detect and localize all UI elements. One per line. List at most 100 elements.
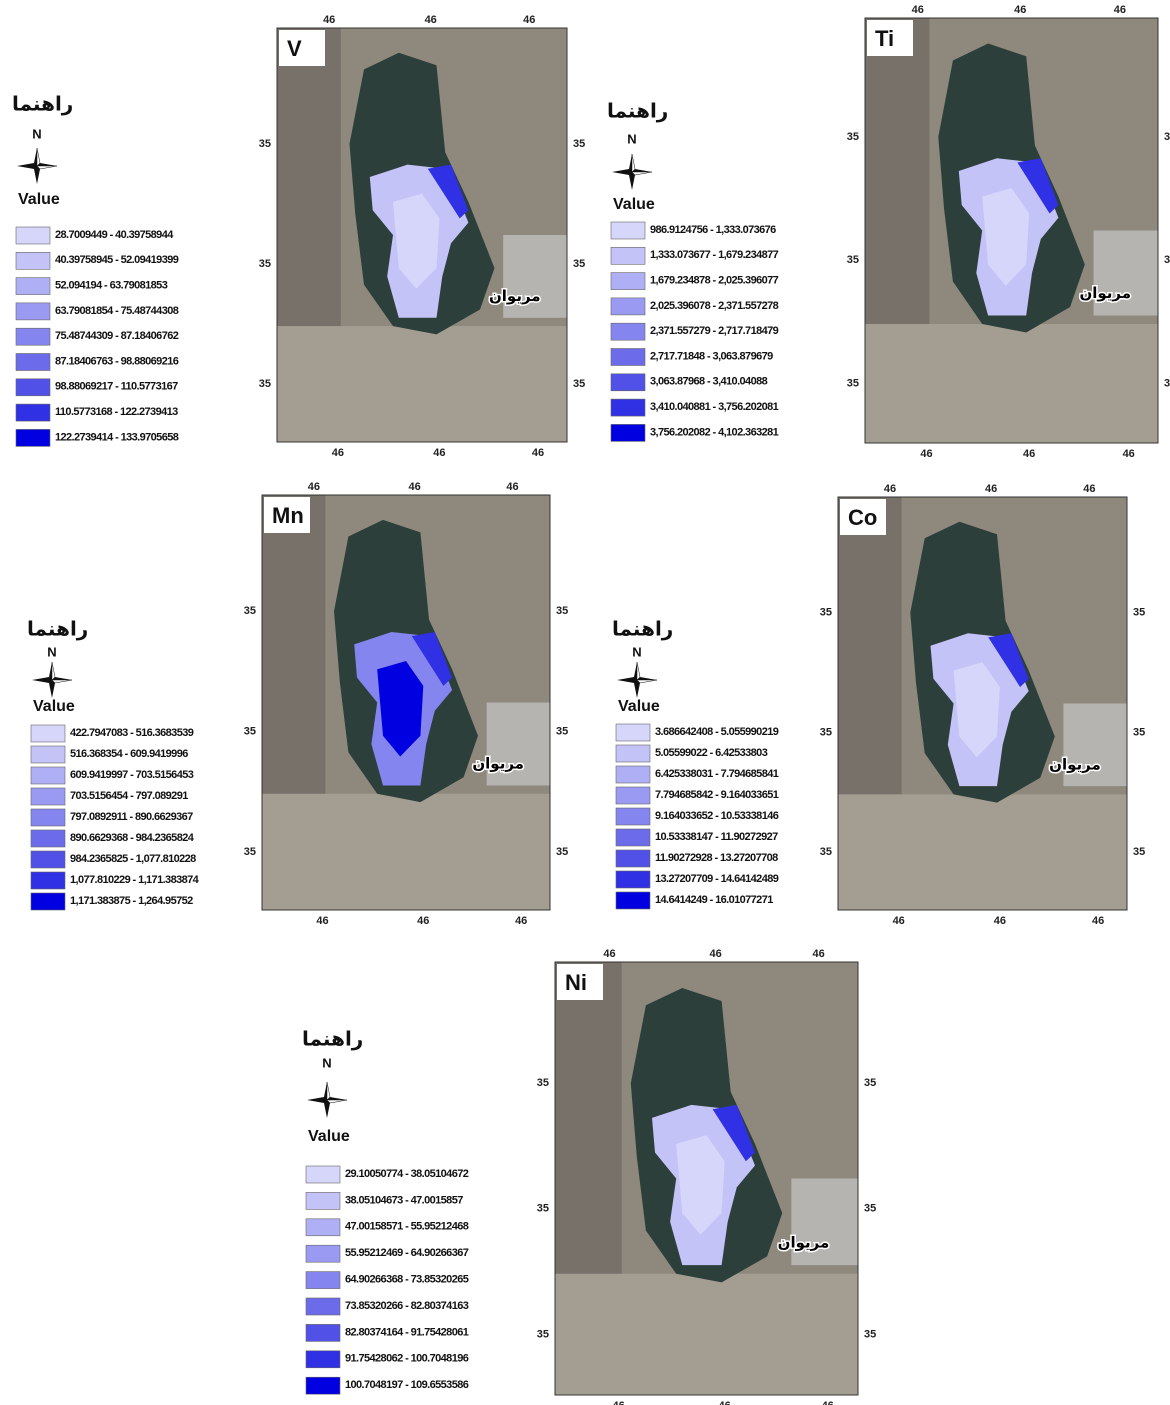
legend-swatch bbox=[31, 872, 65, 889]
legend-swatch bbox=[616, 871, 650, 888]
legend-swatch bbox=[31, 767, 65, 784]
legend-class: 87.18406763 - 98.88069216 bbox=[55, 355, 179, 367]
legend-class: 890.6629368 - 984.2365824 bbox=[70, 832, 195, 844]
tick-top: 46 bbox=[523, 14, 535, 26]
tick-right: 35 bbox=[556, 846, 568, 858]
legend-swatch bbox=[306, 1351, 340, 1368]
legend-swatch bbox=[611, 399, 645, 416]
legend-swatch bbox=[611, 323, 645, 340]
tick-right: 35 bbox=[1133, 846, 1145, 858]
legend-swatch bbox=[611, 247, 645, 264]
tick-bottom: 46 bbox=[719, 1400, 731, 1405]
map-panel: Niمریوان464646464646353535353535 bbox=[537, 948, 877, 1405]
legend-class: 100.7048197 - 109.6553586 bbox=[345, 1379, 469, 1391]
legend-swatch bbox=[611, 424, 645, 441]
tick-bottom: 46 bbox=[1092, 915, 1104, 927]
legend-class: 3,756.202082 - 4,102.363281 bbox=[650, 426, 779, 438]
legend-class: 516.368354 - 609.9419996 bbox=[70, 748, 188, 760]
tick-top: 46 bbox=[1114, 4, 1126, 16]
tick-right: 35 bbox=[864, 1328, 876, 1340]
legend-class: 2,717.71848 - 3,063.879679 bbox=[650, 350, 773, 362]
legend-swatch bbox=[611, 374, 645, 391]
tick-bottom: 46 bbox=[1023, 448, 1035, 460]
tick-top: 46 bbox=[409, 481, 421, 493]
element-label: Mn bbox=[272, 503, 304, 528]
north-arrow-inner bbox=[637, 662, 657, 683]
legend-swatch bbox=[306, 1272, 340, 1289]
element-label: V bbox=[287, 36, 302, 61]
city-label: مریوان bbox=[1049, 756, 1101, 773]
page: {"figure": { "legend_colors": ["#d6d6fb"… bbox=[0, 0, 1170, 1405]
tick-left: 35 bbox=[847, 377, 859, 389]
legend-swatch bbox=[16, 429, 50, 446]
terrain-right bbox=[503, 235, 567, 318]
tick-right: 3 bbox=[1164, 131, 1170, 143]
value-label: Value bbox=[618, 698, 660, 715]
value-label: Value bbox=[308, 1128, 350, 1145]
legend: راهنماNValue29.10050774 - 38.0510467238.… bbox=[302, 1028, 469, 1394]
tick-top: 46 bbox=[812, 948, 824, 960]
tick-right: 3 bbox=[1164, 254, 1170, 266]
tick-right: 3 bbox=[1164, 377, 1170, 389]
legend-class: 5.05599022 - 6.42533803 bbox=[655, 747, 768, 759]
legend-swatch bbox=[31, 893, 65, 910]
tick-top: 46 bbox=[1014, 4, 1026, 16]
element-label: Ti bbox=[875, 26, 894, 51]
tick-top: 46 bbox=[884, 483, 896, 495]
tick-left: 35 bbox=[820, 846, 832, 858]
legend-class: 52.094194 - 63.79081853 bbox=[55, 280, 168, 292]
legend-class: 3.686642408 - 5.055990219 bbox=[655, 726, 779, 738]
legend-class: 9.164033652 - 10.53338146 bbox=[655, 810, 779, 822]
city-label: مریوان bbox=[489, 288, 541, 305]
tick-bottom: 46 bbox=[613, 1400, 625, 1405]
legend-swatch bbox=[31, 788, 65, 805]
city-label: مریوان bbox=[472, 756, 524, 773]
legend-class: 2,371.557279 - 2,717.718479 bbox=[650, 325, 779, 337]
tick-left: 35 bbox=[537, 1328, 549, 1340]
tick-left: 35 bbox=[259, 138, 271, 150]
terrain-right bbox=[487, 703, 550, 786]
north-arrow-inner bbox=[52, 662, 72, 683]
north-label: N bbox=[47, 644, 56, 659]
legend-swatch bbox=[306, 1298, 340, 1315]
legend-class: 984.2365825 - 1,077.810228 bbox=[70, 853, 196, 865]
terrain-bottom bbox=[262, 794, 550, 910]
legend-class: 6.425338031 - 7.794685841 bbox=[655, 768, 779, 780]
tick-bottom: 46 bbox=[316, 915, 328, 927]
legend-swatch bbox=[16, 354, 50, 371]
city-label: مریوان bbox=[1079, 285, 1131, 302]
tick-bottom: 46 bbox=[332, 447, 344, 459]
legend-class: 73.85320266 - 82.80374163 bbox=[345, 1300, 469, 1312]
terrain-bottom bbox=[555, 1274, 858, 1395]
legend-swatch bbox=[616, 892, 650, 909]
north-label: N bbox=[627, 131, 636, 146]
tick-left: 35 bbox=[537, 1203, 549, 1215]
legend-swatch bbox=[611, 298, 645, 315]
tick-bottom: 46 bbox=[433, 447, 445, 459]
tick-left: 35 bbox=[537, 1077, 549, 1089]
tick-top: 46 bbox=[323, 14, 335, 26]
legend-swatch bbox=[16, 303, 50, 320]
tick-right: 35 bbox=[1133, 726, 1145, 738]
legend-swatch bbox=[16, 252, 50, 269]
legend-class: 2,025.396078 - 2,371.557278 bbox=[650, 300, 779, 312]
legend-class: 98.88069217 - 110.5773167 bbox=[55, 381, 178, 393]
tick-left: 35 bbox=[244, 846, 256, 858]
tick-left: 35 bbox=[244, 725, 256, 737]
tick-right: 35 bbox=[556, 725, 568, 737]
tick-top: 46 bbox=[308, 481, 320, 493]
element-box bbox=[279, 30, 325, 66]
terrain-right bbox=[791, 1179, 858, 1266]
terrain-bottom bbox=[838, 794, 1127, 910]
legend-swatch bbox=[16, 404, 50, 421]
tick-top: 46 bbox=[985, 483, 997, 495]
value-label: Value bbox=[33, 698, 75, 715]
legend-class: 122.2739414 - 133.9705658 bbox=[55, 431, 179, 443]
legend-class: 40.39758945 - 52.09419399 bbox=[55, 254, 179, 266]
tick-top: 46 bbox=[912, 4, 924, 16]
city-label: مریوان bbox=[778, 1234, 830, 1251]
